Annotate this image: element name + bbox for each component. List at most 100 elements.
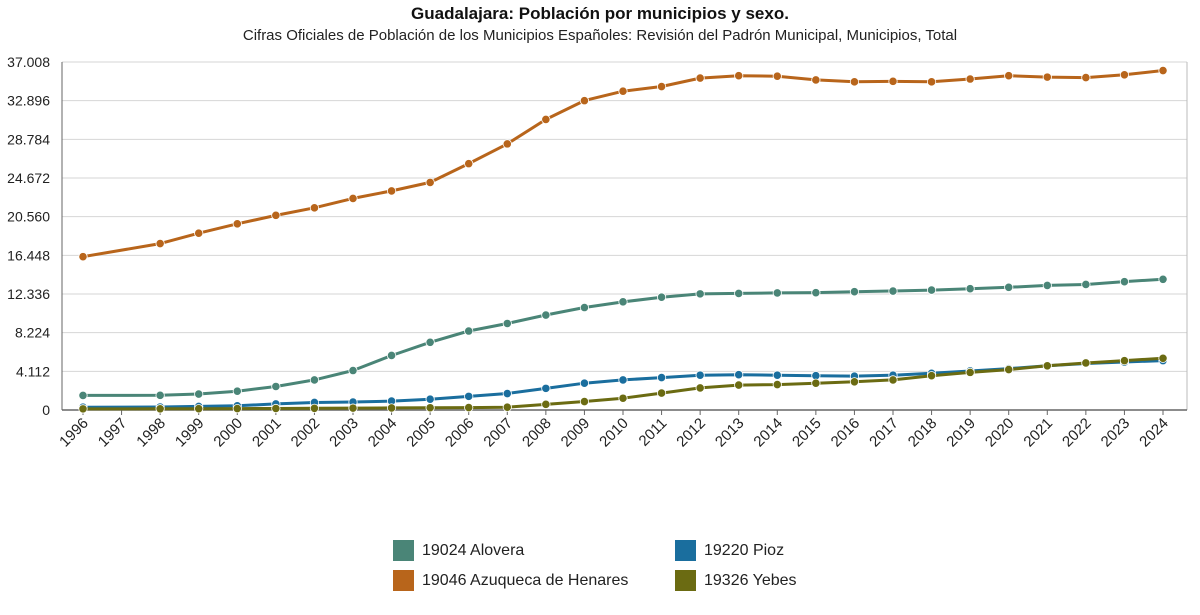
- data-point: [772, 370, 782, 380]
- data-point: [309, 403, 320, 413]
- data-point: [232, 219, 242, 229]
- data-point: [386, 186, 397, 196]
- legend-swatch-pioz: [675, 540, 696, 561]
- data-point: [695, 383, 705, 393]
- data-point: [541, 383, 551, 393]
- data-point: [309, 375, 320, 385]
- data-point: [425, 403, 435, 413]
- x-tick-label: 2022: [1059, 415, 1095, 451]
- data-point: [734, 288, 744, 298]
- data-point: [348, 365, 358, 376]
- plot-area: [62, 62, 1187, 410]
- data-point: [734, 71, 744, 81]
- y-tick-label: 0: [42, 402, 50, 418]
- data-point: [849, 377, 860, 387]
- legend-item-azuqueca[interactable]: 19046 Azuqueca de Henares: [393, 570, 628, 591]
- data-point: [811, 288, 821, 298]
- data-point: [965, 367, 975, 377]
- x-tick-label: 2023: [1098, 415, 1134, 451]
- data-point: [579, 96, 590, 106]
- data-point: [155, 390, 165, 400]
- legend-label-pioz: 19220 Pioz: [704, 541, 785, 559]
- legend-swatch-azuqueca: [393, 570, 414, 591]
- data-point: [1081, 279, 1091, 290]
- x-tick-label: 2002: [288, 415, 324, 451]
- data-point: [579, 378, 590, 388]
- x-tick-label: 2014: [750, 415, 786, 451]
- x-tick-label: 2013: [712, 415, 748, 451]
- x-tick-label: 2018: [905, 415, 941, 451]
- legend-item-pioz[interactable]: 19220 Pioz: [675, 540, 784, 561]
- data-point: [1004, 71, 1014, 81]
- data-point: [271, 403, 281, 414]
- x-tick-label: 2000: [210, 415, 246, 451]
- data-point: [1004, 364, 1014, 375]
- series-line: [81, 356, 1165, 411]
- data-point: [772, 71, 782, 81]
- data-point: [772, 288, 782, 298]
- series-line: [81, 69, 1165, 259]
- data-point: [78, 404, 88, 414]
- data-point: [386, 350, 397, 361]
- data-point: [78, 390, 88, 401]
- data-point: [502, 402, 512, 412]
- data-point: [656, 372, 667, 383]
- data-point: [888, 76, 898, 86]
- grid-lines: [62, 61, 1187, 411]
- x-tick-label: 2010: [596, 415, 632, 451]
- data-point: [772, 380, 782, 390]
- data-point: [194, 389, 204, 399]
- data-point: [1042, 280, 1052, 291]
- data-point: [194, 404, 204, 414]
- x-tick-label: 2005: [403, 415, 439, 451]
- legend-item-yebes[interactable]: 19326 Yebes: [675, 570, 797, 591]
- data-point: [78, 252, 88, 262]
- data-point: [425, 177, 435, 188]
- chart-subtitle: Cifras Oficiales de Población de los Mun…: [242, 27, 958, 44]
- x-tick-label: 2001: [249, 415, 285, 451]
- data-point: [1119, 70, 1130, 80]
- data-point: [965, 74, 975, 84]
- data-point: [541, 114, 551, 125]
- data-point: [926, 371, 937, 381]
- y-tick-label: 28.784: [7, 131, 50, 147]
- x-tick-label: 2024: [1136, 415, 1172, 451]
- y-tick-label: 24.672: [7, 170, 50, 186]
- data-point: [232, 386, 242, 396]
- x-tick-label: 1996: [56, 415, 92, 451]
- y-tick-label: 32.896: [7, 93, 50, 109]
- series-lines: [78, 65, 1168, 414]
- data-point: [541, 399, 551, 409]
- data-point: [502, 318, 512, 329]
- data-point: [618, 86, 628, 96]
- data-point: [965, 284, 975, 294]
- data-point: [1042, 361, 1052, 371]
- data-point: [811, 75, 821, 85]
- data-point: [386, 403, 397, 413]
- legend-label-yebes: 19326 Yebes: [704, 571, 797, 589]
- data-point: [1081, 358, 1091, 368]
- legend-item-alovera[interactable]: 19024 Alovera: [393, 540, 524, 561]
- x-tick-label: 2021: [1020, 415, 1056, 451]
- x-tick-label: 1999: [172, 415, 208, 451]
- legend-label-alovera: 19024 Alovera: [422, 541, 525, 559]
- y-tick-label: 37.008: [7, 54, 50, 70]
- x-tick-label: 2003: [326, 415, 362, 451]
- data-point: [1119, 277, 1130, 287]
- x-tick-label: 2017: [866, 415, 902, 451]
- x-tick-label: 2009: [558, 415, 594, 451]
- data-point: [425, 337, 435, 347]
- legend-label-azuqueca: 19046 Azuqueca de Henares: [422, 571, 629, 589]
- data-point: [695, 370, 705, 380]
- x-tick-label: 2020: [982, 415, 1018, 451]
- data-point: [1004, 282, 1014, 292]
- data-point: [1081, 72, 1091, 83]
- x-tick-label: 2008: [519, 415, 555, 451]
- data-point: [1158, 353, 1168, 363]
- x-tick-label: 2012: [673, 415, 709, 451]
- data-point: [271, 381, 281, 392]
- data-point: [425, 394, 435, 404]
- data-point: [271, 210, 281, 220]
- data-point: [618, 297, 628, 307]
